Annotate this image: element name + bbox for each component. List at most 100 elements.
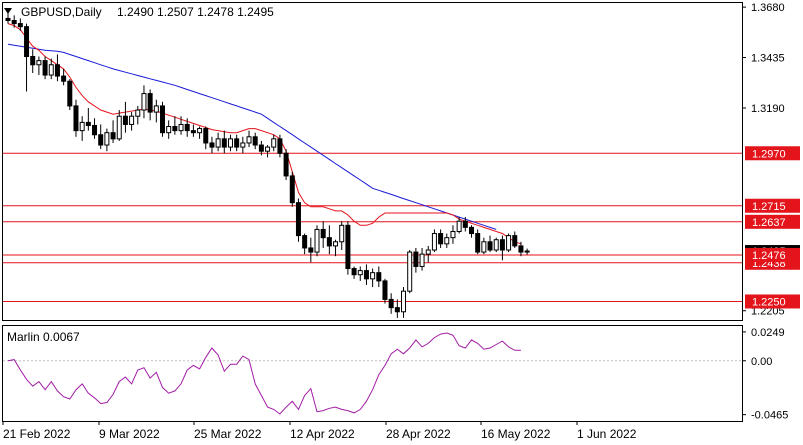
candle-body — [135, 109, 141, 117]
candle-body — [61, 75, 67, 82]
candle-body — [469, 226, 474, 235]
ohlc-values: 1.2490 1.2507 1.2478 1.2495 — [117, 5, 274, 19]
date-tick-label: 9 Mar 2022 — [99, 427, 160, 441]
candle-body — [425, 249, 431, 255]
candle-body — [30, 56, 36, 66]
candle-body — [42, 60, 48, 76]
date-tick-label: 28 Apr 2022 — [386, 427, 451, 441]
candle-body — [36, 60, 42, 66]
candle-body — [104, 132, 110, 146]
candle-body — [265, 146, 271, 152]
candle-body — [221, 138, 227, 148]
date-tick-label: 16 May 2022 — [481, 427, 551, 441]
slow-ma-line — [7, 43, 497, 230]
candle-body — [271, 138, 277, 148]
candle-body — [116, 115, 122, 140]
candle-body — [407, 251, 413, 292]
candle-body — [246, 136, 252, 144]
candle-body — [401, 290, 407, 313]
candle-body — [370, 272, 376, 280]
candle-body — [17, 23, 23, 28]
date-tick-label: 1 Jun 2022 — [577, 427, 637, 441]
candle-body — [493, 239, 499, 251]
candle-body — [240, 142, 246, 148]
candle-body — [234, 138, 240, 148]
candle-body — [215, 138, 221, 148]
candle-body — [85, 121, 91, 126]
level-tag-label: 1.2476 — [752, 250, 786, 262]
level-tag — [745, 146, 800, 161]
candle-body — [190, 130, 196, 134]
candle-body — [147, 93, 153, 113]
fast-ma-line — [7, 23, 522, 245]
candle-body — [209, 142, 215, 148]
osc-tick-label: 0.00 — [751, 356, 772, 368]
indicator-title: Marlin 0.0067 — [7, 330, 80, 344]
candle-body — [98, 134, 104, 146]
candle-body — [450, 230, 456, 239]
level-tag — [745, 198, 800, 213]
candle-body — [518, 245, 524, 253]
osc-tick-label: 0.0249 — [751, 327, 785, 339]
candle-body — [444, 237, 450, 245]
candle-body — [283, 152, 289, 177]
marlin-line — [7, 332, 521, 415]
candle-body — [67, 80, 73, 107]
candle-body — [11, 19, 17, 25]
candle-body — [54, 64, 60, 77]
candle-body — [481, 241, 487, 253]
candle-body — [487, 241, 493, 251]
candle-body — [153, 105, 159, 113]
candle-body — [252, 136, 258, 146]
level-tag-label: 1.2715 — [752, 201, 786, 213]
candle-body — [79, 121, 85, 132]
candle-body — [506, 235, 512, 251]
candle-body — [277, 138, 283, 154]
level-tag — [745, 214, 800, 229]
price-tick-label: 1.3435 — [751, 53, 785, 65]
candle-body — [295, 202, 301, 237]
candle-body — [141, 93, 147, 111]
candle-body — [289, 175, 295, 204]
candle-body — [326, 237, 332, 247]
candle-body — [184, 123, 190, 132]
candle-body — [499, 239, 505, 251]
level-tag — [745, 247, 800, 262]
candle-body — [456, 220, 462, 232]
sub-plot-frame — [2, 325, 743, 422]
triangle-down-icon[interactable] — [4, 8, 12, 14]
candle-body — [524, 250, 530, 253]
candle-body — [345, 224, 351, 270]
candle-body — [462, 220, 468, 228]
candle-body — [197, 128, 203, 134]
candle-body — [24, 26, 30, 58]
candle-body — [308, 247, 314, 253]
candle-body — [5, 17, 11, 21]
candle-body — [129, 115, 135, 125]
price-tick-label: 1.2205 — [751, 306, 785, 318]
symbol-label: GBPUSD,Daily — [21, 5, 102, 19]
candle-body — [73, 105, 79, 132]
osc-tick-label: -0.0465 — [751, 410, 788, 422]
candle-body — [431, 233, 437, 251]
candle-body — [48, 64, 54, 76]
candle-body — [357, 270, 363, 276]
price-tick-label: 1.3190 — [751, 103, 785, 115]
level-tag — [745, 294, 800, 309]
date-tick-label: 25 Mar 2022 — [194, 427, 262, 441]
candle-body — [339, 224, 345, 243]
date-tick-label: 12 Apr 2022 — [290, 427, 355, 441]
candle-body — [110, 132, 116, 140]
candle-body — [302, 235, 308, 249]
candle-body — [512, 235, 518, 247]
candle-body — [438, 233, 444, 245]
candle-body — [258, 144, 264, 152]
candle-body — [351, 268, 357, 276]
main-plot-frame — [2, 2, 743, 321]
candle-body — [413, 251, 419, 267]
candle-body — [376, 272, 382, 282]
candle-body — [172, 126, 178, 132]
candle-body — [160, 105, 165, 134]
